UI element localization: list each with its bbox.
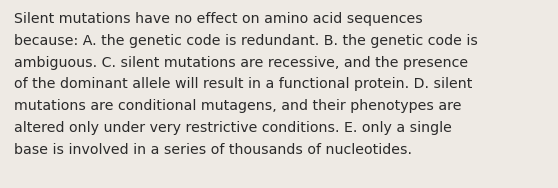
Text: Silent mutations have no effect on amino acid sequences: Silent mutations have no effect on amino… [14, 12, 423, 26]
Text: of the dominant allele will result in a functional protein. D. silent: of the dominant allele will result in a … [14, 77, 473, 91]
Text: altered only under very restrictive conditions. E. only a single: altered only under very restrictive cond… [14, 121, 452, 135]
Text: base is involved in a series of thousands of nucleotides.: base is involved in a series of thousand… [14, 143, 412, 157]
Text: ambiguous. C. silent mutations are recessive, and the presence: ambiguous. C. silent mutations are reces… [14, 56, 468, 70]
Text: because: A. the genetic code is redundant. B. the genetic code is: because: A. the genetic code is redundan… [14, 34, 478, 48]
Text: mutations are conditional mutagens, and their phenotypes are: mutations are conditional mutagens, and … [14, 99, 461, 113]
